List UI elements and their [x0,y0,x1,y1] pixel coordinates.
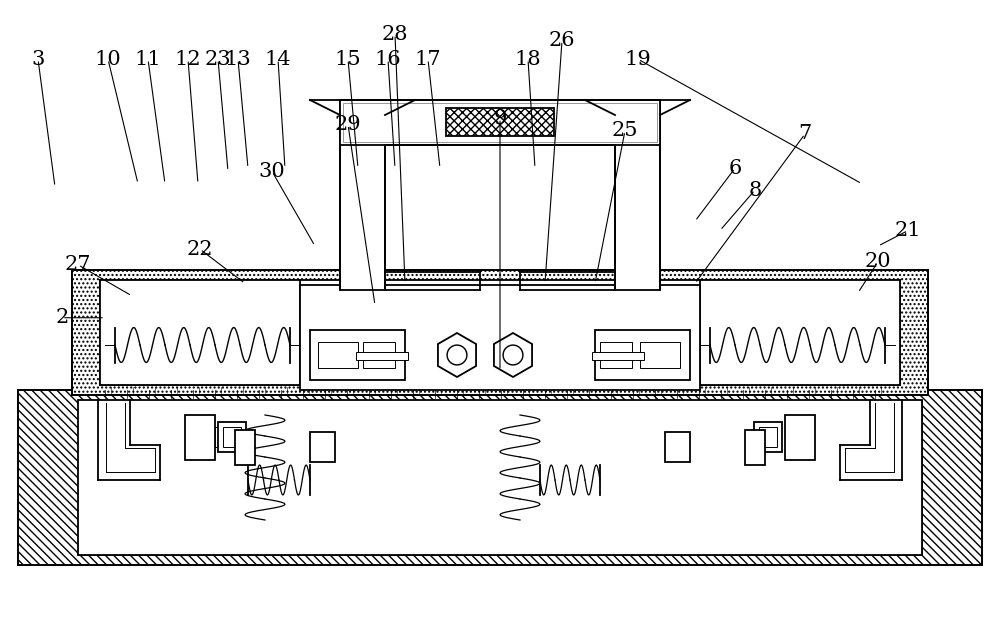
Text: 23: 23 [205,50,231,69]
Text: 9: 9 [493,109,507,128]
Polygon shape [438,333,476,377]
Bar [759,427,777,447]
Bar [78,400,922,555]
Text: 16: 16 [375,50,401,69]
Bar [595,330,690,380]
Bar [100,280,300,385]
Text: 25: 25 [612,121,638,140]
Bar [785,415,815,460]
Bar [318,342,358,368]
Bar [600,342,632,368]
Text: 18: 18 [515,50,541,69]
Bar [100,280,900,385]
Text: 30: 30 [259,162,285,181]
Text: 8: 8 [748,181,762,199]
Bar [665,432,690,462]
Bar [340,100,385,290]
Text: 20: 20 [865,252,891,271]
Text: 3: 3 [31,50,45,69]
Bar [700,280,900,385]
Bar [640,342,680,368]
Bar [185,415,215,460]
Polygon shape [494,333,532,377]
Circle shape [447,345,467,365]
Text: 2: 2 [55,308,69,327]
Text: 27: 27 [65,255,91,274]
Text: 10: 10 [95,50,121,69]
Bar [618,103,657,287]
Bar [310,330,405,380]
Bar [754,422,782,452]
Text: 22: 22 [187,240,213,259]
Text: 15: 15 [335,50,361,69]
Bar [72,270,928,395]
Text: 7: 7 [798,125,812,143]
Bar [223,427,241,447]
Bar [745,430,765,465]
Text: 21: 21 [895,221,921,240]
Bar [218,422,246,452]
Text: 28: 28 [382,25,408,44]
Bar [592,352,644,360]
Bar [300,285,700,390]
Bar [340,100,660,145]
Text: 17: 17 [415,50,441,69]
Bar [757,427,775,447]
Text: 19: 19 [625,50,651,69]
Bar [446,108,554,136]
Circle shape [503,345,523,365]
Text: 29: 29 [335,115,361,134]
Bar [215,427,233,447]
Bar [100,280,300,385]
Text: 26: 26 [549,31,575,50]
Bar [343,103,382,287]
Text: 6: 6 [728,159,742,178]
Bar [700,280,900,385]
Bar [356,352,408,360]
Text: 14: 14 [265,50,291,69]
Bar [235,430,255,465]
Bar [343,103,657,142]
Bar [310,432,335,462]
Text: 11: 11 [135,50,161,69]
Bar [615,100,660,290]
Bar [363,342,395,368]
Bar [18,390,982,565]
Text: 13: 13 [225,50,251,69]
Text: 12: 12 [175,50,201,69]
